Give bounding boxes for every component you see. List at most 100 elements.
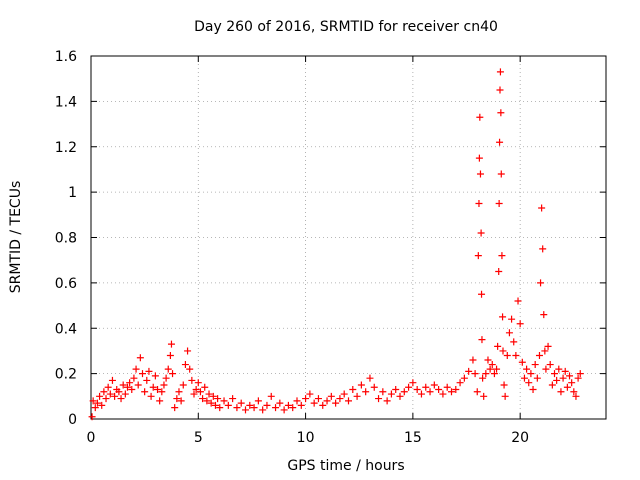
- data-point: [160, 381, 168, 389]
- data-point: [478, 336, 486, 344]
- data-point: [392, 386, 400, 394]
- data-point: [349, 386, 357, 394]
- data-point: [496, 86, 504, 94]
- data-point: [474, 252, 482, 260]
- data-point: [531, 361, 539, 369]
- data-point: [115, 388, 123, 396]
- data-point: [498, 252, 506, 260]
- data-point: [435, 386, 443, 394]
- data-point: [242, 406, 249, 414]
- data-point: [166, 351, 174, 359]
- data-point: [177, 397, 185, 405]
- data-point: [263, 401, 271, 409]
- data-point: [505, 329, 513, 337]
- data-point: [400, 388, 408, 396]
- data-point: [482, 370, 490, 378]
- data-point: [546, 361, 554, 369]
- x-tick-label: 15: [404, 430, 422, 446]
- data-point: [184, 347, 192, 355]
- data-point: [186, 365, 194, 373]
- data-point: [203, 397, 211, 405]
- data-point: [476, 113, 484, 121]
- data-point: [117, 395, 125, 403]
- y-tick-label: 0.8: [55, 231, 77, 247]
- data-point: [510, 338, 518, 346]
- data-point: [209, 392, 217, 400]
- data-point: [514, 297, 522, 305]
- chart-title: Day 260 of 2016, SRMTID for receiver cn4…: [194, 19, 498, 35]
- data-point: [541, 347, 549, 355]
- x-tick-label: 0: [87, 430, 96, 446]
- data-point: [495, 199, 503, 207]
- plot-area: [91, 56, 606, 419]
- data-point: [396, 392, 404, 400]
- data-point: [229, 395, 237, 403]
- data-point: [332, 399, 340, 407]
- data-point: [496, 68, 504, 76]
- data-point: [362, 388, 370, 396]
- data-point: [557, 388, 565, 396]
- data-point: [563, 383, 571, 391]
- data-point: [497, 109, 505, 117]
- data-point: [136, 354, 144, 362]
- data-point: [108, 376, 116, 384]
- data-point: [289, 404, 297, 412]
- data-points: [88, 68, 584, 421]
- data-point: [570, 388, 578, 396]
- data-point: [488, 361, 496, 369]
- data-point: [478, 290, 486, 298]
- data-point: [302, 395, 310, 403]
- data-point: [476, 170, 484, 178]
- data-point: [130, 374, 138, 382]
- data-point: [503, 351, 511, 359]
- data-point: [357, 381, 365, 389]
- y-tick-label: 0.6: [55, 276, 77, 292]
- data-point: [568, 379, 576, 387]
- data-point: [353, 392, 361, 400]
- data-point: [89, 397, 97, 405]
- data-point: [280, 406, 288, 414]
- data-point: [523, 365, 531, 373]
- data-point: [284, 401, 292, 409]
- data-point: [559, 374, 567, 382]
- y-tick-label: 0.4: [55, 321, 77, 337]
- y-tick-label: 1.4: [55, 94, 77, 110]
- data-point: [533, 374, 541, 382]
- data-point: [207, 399, 215, 407]
- data-point: [96, 392, 104, 400]
- data-point: [216, 404, 224, 412]
- data-point: [413, 386, 421, 394]
- data-point: [548, 381, 556, 389]
- data-point: [192, 386, 200, 394]
- data-point: [460, 374, 468, 382]
- data-point: [379, 388, 387, 396]
- data-point: [471, 370, 479, 378]
- data-point: [490, 370, 498, 378]
- y-tick-label: 1: [68, 185, 77, 201]
- data-point: [516, 320, 524, 328]
- data-point: [566, 372, 574, 380]
- data-point: [323, 397, 331, 405]
- data-point: [426, 388, 434, 396]
- data-point: [201, 383, 209, 391]
- data-point: [456, 379, 464, 387]
- data-point: [574, 374, 582, 382]
- data-point: [480, 392, 488, 400]
- data-point: [417, 390, 425, 398]
- data-point: [276, 399, 284, 407]
- data-point: [409, 379, 417, 387]
- data-point: [179, 381, 187, 389]
- data-point: [233, 404, 241, 412]
- data-point: [537, 279, 545, 287]
- data-point: [553, 376, 561, 384]
- data-point: [551, 370, 558, 378]
- data-point: [525, 379, 533, 387]
- data-point: [448, 388, 455, 396]
- data-point: [88, 413, 96, 421]
- data-point: [473, 388, 481, 396]
- data-point: [496, 138, 504, 146]
- data-point: [102, 395, 110, 403]
- data-point: [310, 399, 318, 407]
- data-point: [375, 395, 383, 403]
